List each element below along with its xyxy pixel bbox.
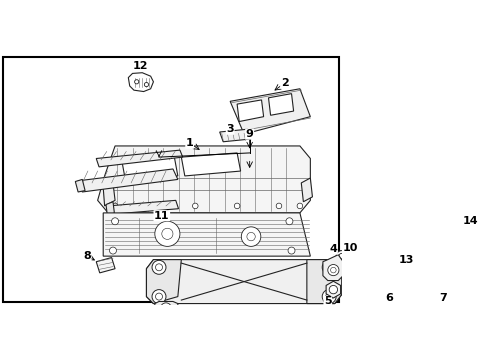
Text: 1: 1 <box>186 138 194 148</box>
Circle shape <box>370 253 376 259</box>
Polygon shape <box>230 89 310 134</box>
Text: 13: 13 <box>398 255 414 265</box>
Circle shape <box>326 293 333 300</box>
Polygon shape <box>78 169 178 192</box>
Circle shape <box>433 267 441 276</box>
Circle shape <box>460 233 466 240</box>
Circle shape <box>331 267 336 273</box>
Circle shape <box>380 274 386 280</box>
Circle shape <box>339 253 344 259</box>
Polygon shape <box>428 257 448 285</box>
Circle shape <box>322 260 336 274</box>
Circle shape <box>152 260 166 274</box>
Polygon shape <box>75 179 85 192</box>
Text: 7: 7 <box>440 293 447 303</box>
Text: 12: 12 <box>133 62 148 71</box>
Polygon shape <box>380 237 403 259</box>
Polygon shape <box>122 157 178 181</box>
Text: 11: 11 <box>154 211 170 221</box>
Circle shape <box>387 244 395 252</box>
Text: 3: 3 <box>226 124 234 134</box>
Text: 6: 6 <box>385 293 393 303</box>
Text: 9: 9 <box>246 129 254 139</box>
Circle shape <box>135 80 139 84</box>
Text: 4: 4 <box>329 244 337 254</box>
Polygon shape <box>128 73 153 91</box>
Circle shape <box>326 264 333 271</box>
Polygon shape <box>323 255 343 280</box>
Circle shape <box>328 265 339 276</box>
Text: 14: 14 <box>462 216 478 226</box>
Circle shape <box>193 203 198 209</box>
Polygon shape <box>269 94 294 115</box>
Text: 8: 8 <box>83 251 91 261</box>
Polygon shape <box>307 260 342 303</box>
Circle shape <box>368 251 379 262</box>
Circle shape <box>322 289 336 303</box>
Circle shape <box>329 285 338 294</box>
Polygon shape <box>453 225 474 248</box>
Circle shape <box>109 247 117 254</box>
Polygon shape <box>371 263 395 289</box>
Polygon shape <box>237 100 264 122</box>
Polygon shape <box>301 178 313 202</box>
Circle shape <box>276 203 282 209</box>
Circle shape <box>155 293 163 300</box>
Polygon shape <box>108 201 178 214</box>
Text: 10: 10 <box>343 243 358 253</box>
Circle shape <box>336 251 347 262</box>
Circle shape <box>145 82 148 87</box>
Circle shape <box>377 271 389 283</box>
Circle shape <box>112 203 118 209</box>
Circle shape <box>247 233 255 241</box>
Circle shape <box>241 227 261 246</box>
Polygon shape <box>96 257 115 273</box>
Circle shape <box>162 228 173 239</box>
Circle shape <box>234 203 240 209</box>
Text: 5: 5 <box>324 297 332 306</box>
Circle shape <box>288 247 295 254</box>
Circle shape <box>112 218 119 225</box>
Circle shape <box>297 203 303 209</box>
Circle shape <box>155 221 180 246</box>
Polygon shape <box>96 150 183 167</box>
Polygon shape <box>147 260 181 303</box>
Polygon shape <box>155 301 178 315</box>
Polygon shape <box>98 146 310 213</box>
Circle shape <box>160 303 172 314</box>
Polygon shape <box>103 213 310 256</box>
Circle shape <box>155 264 163 271</box>
Circle shape <box>286 218 293 225</box>
Polygon shape <box>220 129 251 142</box>
Text: 2: 2 <box>281 78 289 88</box>
Polygon shape <box>103 183 115 206</box>
Polygon shape <box>326 281 341 298</box>
Polygon shape <box>147 260 342 303</box>
Circle shape <box>152 289 166 303</box>
Polygon shape <box>106 202 114 216</box>
Circle shape <box>150 203 156 209</box>
Polygon shape <box>181 153 241 176</box>
